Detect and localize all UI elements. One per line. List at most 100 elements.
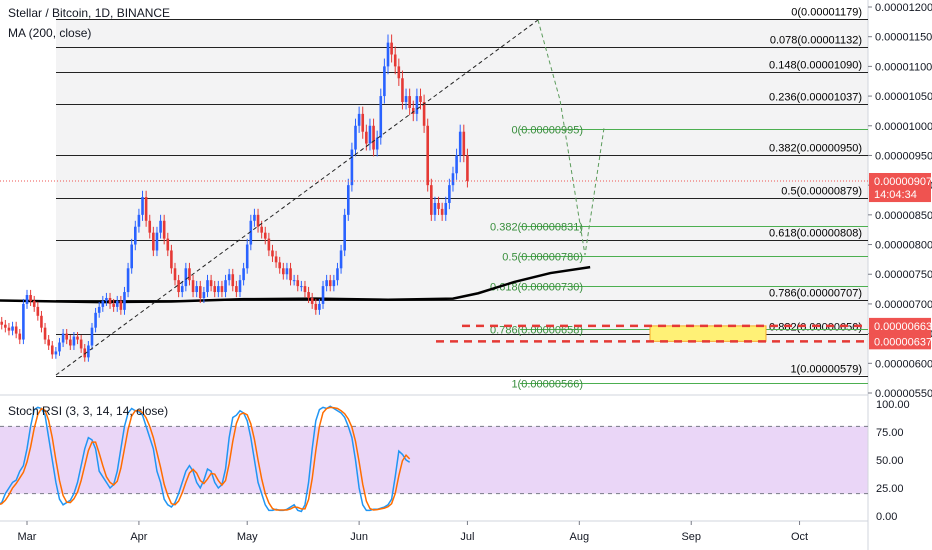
candle-body-107 — [383, 66, 386, 97]
candle-body-9 — [29, 295, 32, 301]
candle-body-83 — [296, 280, 300, 287]
candle-body-93 — [332, 280, 336, 287]
candle-body-29 — [101, 300, 105, 307]
candle-body-13 — [43, 327, 47, 340]
rsi-tick-1: 75.00 — [876, 427, 904, 439]
fib-label-0: 0(0.00001179) — [791, 7, 862, 19]
price-tick-0: 0.00001200 — [875, 2, 932, 14]
price-badge-text-1: 14:04:34 — [874, 189, 917, 201]
candle-body-111 — [397, 66, 401, 79]
candle-body-92 — [328, 280, 332, 287]
candle-body-73 — [260, 226, 263, 233]
price-tick-9: 0.00000750 — [875, 269, 932, 281]
fib-label-5: 0.5(0.00000879) — [781, 186, 862, 198]
candle-body-76 — [271, 250, 274, 257]
candle-body-15 — [50, 345, 54, 355]
fib-shade — [56, 20, 868, 375]
candle-body-126 — [451, 173, 455, 186]
candle-body-52 — [184, 268, 188, 287]
candle-body-58 — [206, 280, 209, 293]
candle-body-74 — [263, 232, 267, 239]
price-badge-text-0: 0.00000907 — [874, 176, 932, 188]
candle-body-108 — [386, 42, 390, 67]
candle-body-24 — [83, 348, 87, 358]
candle-body-62 — [220, 286, 224, 293]
candle-body-72 — [256, 214, 260, 227]
candle-body-71 — [253, 214, 256, 221]
candle-body-8 — [25, 295, 29, 304]
retrace-label-3: 0.618(0.00000730) — [490, 282, 583, 294]
candle-body-45 — [159, 220, 162, 233]
price-badge-1 — [869, 186, 931, 203]
candle-body-30 — [105, 297, 108, 301]
candle-body-124 — [444, 202, 448, 215]
price-badge-text-3: 0.00000637 — [874, 336, 932, 348]
rsi-tick-2: 50.00 — [876, 455, 904, 467]
candle-body-77 — [274, 256, 278, 263]
retrace-label-2: 0.5(0.00000780) — [502, 252, 583, 264]
candle-body-103 — [368, 125, 372, 144]
candle-body-116 — [415, 96, 419, 114]
candle-body-115 — [411, 107, 415, 114]
retrace-label-5: 1(0.00000566) — [511, 379, 583, 391]
fib-label-4: 0.382(0.00000950) — [769, 143, 862, 155]
price-tick-5: 0.00000950 — [875, 150, 932, 162]
candle-body-55 — [195, 286, 198, 293]
price-tick-7: 0.00000850 — [875, 210, 932, 222]
candle-body-16 — [54, 351, 58, 355]
time-tick-7: Oct — [791, 531, 808, 543]
price-tick-1: 0.00001150 — [875, 32, 932, 44]
candle-body-127 — [455, 155, 458, 174]
candle-body-85 — [303, 286, 307, 293]
candle-body-102 — [365, 131, 368, 144]
fib-label-8: 0.882(0.00000650) — [769, 322, 862, 334]
candle-body-23 — [79, 339, 83, 349]
fib-label-2: 0.148(0.00001090) — [769, 60, 862, 72]
candle-body-123 — [440, 208, 444, 215]
candle-body-2 — [4, 324, 7, 328]
chart-title: Stellar / Bitcoin, 1D, BINANCE — [8, 6, 171, 20]
candle-body-68 — [242, 268, 245, 281]
candle-body-53 — [188, 268, 191, 281]
rsi-tick-0: 100.00 — [876, 399, 910, 411]
candle-body-121 — [433, 202, 437, 215]
retrace-label-1: 0.382(0.00000831) — [490, 222, 583, 234]
fib-label-1: 0.078(0.00001132) — [770, 35, 862, 47]
candle-body-14 — [47, 339, 50, 346]
candle-body-84 — [300, 286, 303, 288]
candle-body-49 — [173, 268, 177, 281]
candle-body-78 — [278, 262, 281, 269]
candle-body-40 — [141, 197, 144, 215]
fib-label-3: 0.236(0.00001037) — [769, 92, 862, 104]
candle-body-119 — [426, 125, 430, 186]
support-zone — [649, 325, 767, 342]
candle-body-65 — [231, 274, 235, 287]
price-tick-10: 0.00000700 — [875, 299, 932, 311]
candle-body-18 — [61, 333, 65, 343]
candle-body-75 — [267, 238, 271, 251]
candle-body-25 — [87, 345, 90, 358]
candle-body-130 — [466, 155, 469, 181]
candle-body-122 — [437, 202, 440, 209]
candle-body-82 — [292, 280, 296, 282]
candle-body-36 — [126, 268, 130, 293]
candle-body-86 — [307, 292, 310, 298]
candle-body-34 — [119, 300, 123, 310]
candle-body-129 — [462, 131, 466, 156]
candle-body-41 — [144, 197, 148, 221]
candle-body-106 — [379, 96, 383, 138]
candle-body-22 — [76, 336, 79, 340]
time-tick-4: Jul — [460, 531, 474, 543]
candle-body-118 — [422, 102, 426, 126]
price-tick-12: 0.00000600 — [875, 358, 932, 370]
candle-body-60 — [213, 286, 217, 293]
candle-body-11 — [36, 306, 40, 316]
rsi-legend: Stoch RSI (3, 3, 14, 14, close) — [8, 404, 169, 418]
candle-body-35 — [123, 292, 126, 310]
price-tick-2: 0.00001100 — [875, 61, 932, 73]
candle-body-99 — [354, 125, 357, 150]
candle-body-12 — [40, 315, 43, 328]
candle-body-50 — [177, 280, 180, 293]
